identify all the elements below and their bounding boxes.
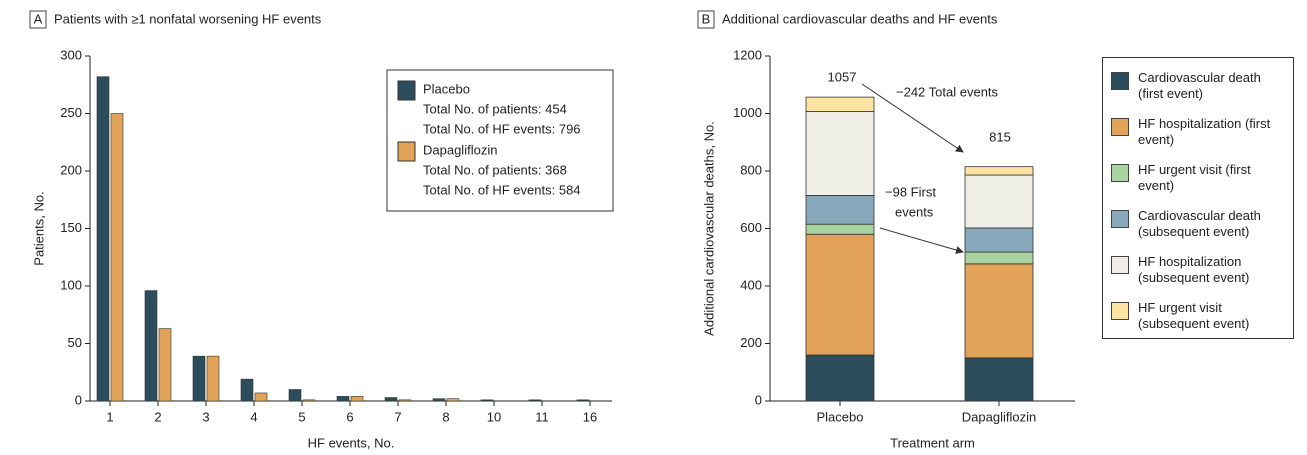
legend-swatch bbox=[1111, 210, 1129, 228]
x-tick-label: 8 bbox=[442, 409, 449, 424]
bar bbox=[240, 378, 254, 402]
bar bbox=[480, 399, 494, 402]
bar bbox=[432, 398, 446, 402]
x-axis-label: Treatment arm bbox=[890, 435, 975, 450]
bar-segment bbox=[964, 174, 1034, 229]
legend-label: Placebo bbox=[423, 81, 470, 96]
y-tick-label: 1000 bbox=[733, 105, 762, 120]
bar bbox=[350, 396, 364, 402]
bar bbox=[158, 328, 172, 402]
y-tick-label: 50 bbox=[68, 335, 82, 350]
bar-segment bbox=[964, 251, 1034, 265]
panel-box bbox=[29, 10, 47, 29]
y-tick-label: 0 bbox=[75, 392, 82, 407]
x-tick-label: 2 bbox=[154, 409, 161, 424]
bar bbox=[446, 398, 460, 402]
bar bbox=[336, 396, 350, 402]
chart-title: Patients with ≥1 nonfatal worsening HF e… bbox=[54, 11, 322, 26]
x-tick-label: 5 bbox=[298, 409, 305, 424]
y-axis-label: Additional cardiovascular deaths, No. bbox=[701, 121, 716, 336]
y-tick-label: 400 bbox=[740, 277, 762, 292]
x-tick-label: Dapagliflozin bbox=[962, 409, 1036, 424]
x-tick-label: 11 bbox=[535, 409, 549, 424]
panel-label: A bbox=[34, 11, 43, 26]
bar bbox=[254, 392, 268, 402]
bar-segment bbox=[964, 227, 1034, 253]
bar bbox=[144, 290, 158, 402]
bar bbox=[384, 397, 398, 402]
legend-label: HF urgent visit (first event) bbox=[1138, 162, 1251, 193]
arrow bbox=[861, 83, 964, 153]
annotation: −242 Total events bbox=[896, 84, 999, 99]
y-tick-label: 150 bbox=[60, 220, 82, 235]
legend-detail: Total No. of HF events: 584 bbox=[423, 182, 581, 197]
annotation: −98 First bbox=[885, 184, 936, 199]
legend-swatch bbox=[1111, 302, 1129, 320]
legend-label: Dapagliflozin bbox=[423, 142, 497, 157]
bar-segment bbox=[805, 195, 875, 225]
legend-swatch bbox=[397, 80, 416, 101]
y-tick-label: 0 bbox=[755, 392, 762, 407]
legend-swatch bbox=[1111, 72, 1129, 90]
y-tick-label: 250 bbox=[60, 105, 82, 120]
bar-segment bbox=[805, 96, 875, 112]
x-tick-label: 6 bbox=[346, 409, 353, 424]
x-tick-label: 1 bbox=[106, 409, 113, 424]
bar bbox=[192, 355, 206, 402]
annotation: events bbox=[895, 204, 934, 219]
bar bbox=[398, 399, 412, 402]
x-axis-label: HF events, No. bbox=[308, 435, 395, 450]
y-axis-label: Patients, No. bbox=[31, 191, 46, 265]
y-tick-label: 800 bbox=[740, 162, 762, 177]
y-tick-label: 600 bbox=[740, 220, 762, 235]
legend-label: HF hospitalization (first event) bbox=[1138, 116, 1271, 147]
legend-label: Cardiovascular death (subsequent event) bbox=[1138, 208, 1261, 239]
legend-swatch bbox=[1111, 164, 1129, 182]
bar-segment bbox=[964, 357, 1034, 402]
legend-label: Cardiovascular death (first event) bbox=[1138, 70, 1261, 101]
bar bbox=[96, 76, 110, 402]
legend: Cardiovascular death (first event) HF hos… bbox=[1102, 57, 1294, 339]
annotation: 1057 bbox=[828, 69, 857, 84]
x-tick-label: 7 bbox=[394, 409, 401, 424]
bar bbox=[288, 389, 302, 402]
y-tick-label: 100 bbox=[60, 277, 82, 292]
x-tick-label: Placebo bbox=[817, 409, 864, 424]
x-tick-label: 16 bbox=[583, 409, 597, 424]
chart-title: Additional cardiovascular deaths and HF … bbox=[722, 11, 998, 26]
legend-label: HF hospitalization (subsequent event) bbox=[1138, 254, 1250, 285]
x-tick-label: 3 bbox=[202, 409, 209, 424]
y-tick-label: 300 bbox=[60, 47, 82, 62]
legend-box bbox=[386, 69, 614, 212]
arrow bbox=[879, 227, 964, 254]
bar-segment bbox=[964, 263, 1034, 359]
legend-swatch bbox=[1111, 256, 1129, 274]
bar bbox=[206, 355, 220, 402]
bar-segment bbox=[805, 233, 875, 356]
legend-swatch bbox=[1111, 118, 1129, 136]
legend-detail: Total No. of patients: 368 bbox=[423, 162, 567, 177]
legend-detail: Total No. of HF events: 796 bbox=[423, 121, 581, 136]
bar bbox=[110, 113, 124, 402]
bar-segment bbox=[964, 166, 1034, 176]
bar-segment bbox=[805, 354, 875, 402]
bar-segment bbox=[805, 223, 875, 235]
legend-swatch bbox=[397, 141, 416, 162]
bar bbox=[528, 399, 542, 402]
x-tick-label: 10 bbox=[487, 409, 501, 424]
panel-box bbox=[697, 10, 715, 29]
legend-label: HF urgent visit (subsequent event) bbox=[1138, 300, 1250, 331]
bar bbox=[576, 399, 590, 402]
y-tick-label: 200 bbox=[60, 162, 82, 177]
annotation: 815 bbox=[989, 129, 1011, 144]
bar bbox=[302, 399, 316, 402]
panel-label: B bbox=[702, 11, 711, 26]
legend-detail: Total No. of patients: 454 bbox=[423, 101, 567, 116]
x-tick-label: 4 bbox=[250, 409, 257, 424]
y-tick-label: 200 bbox=[740, 335, 762, 350]
y-tick-label: 1200 bbox=[733, 47, 762, 62]
bar-segment bbox=[805, 111, 875, 196]
